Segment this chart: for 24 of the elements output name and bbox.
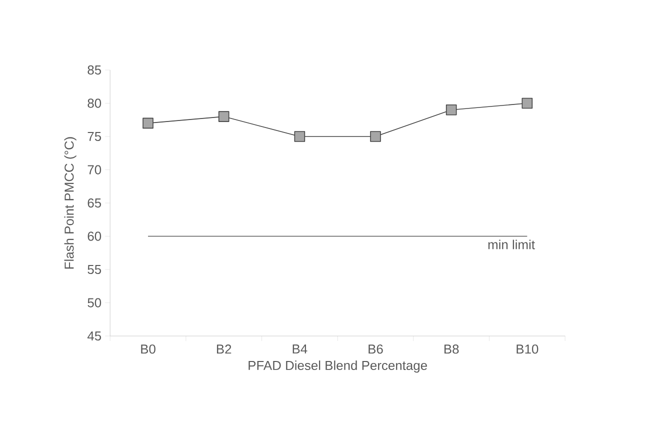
x-tick-label: B4 [292,344,308,354]
y-tick-label: 85 [88,65,102,75]
x-tick-label: B8 [444,344,459,354]
point [218,111,230,122]
y-tick-label: 60 [88,232,102,241]
y-tick-label: 65 [88,198,102,208]
point [446,104,457,116]
x-axis-title: PFAD Diesel Blend Percentage [248,360,427,373]
y-tick-label: 75 [88,132,102,142]
x-tick-label: B0 [141,344,156,354]
y-tick-label: 55 [88,264,102,274]
x-tick-label: B6 [368,344,383,354]
point [522,98,533,109]
y-tick-label: 45 [87,331,102,341]
ref-line-label: min limit [488,240,535,250]
point [294,131,306,142]
x-tick-label: B2 [216,344,232,354]
point [142,118,154,129]
point [370,131,381,142]
x-tick-label: B10 [516,344,538,354]
y-tick-label: 80 [88,98,102,108]
y-axis-title: Flash Point PMCC (°C) [64,137,76,269]
y-tick-label: 70 [88,165,102,174]
y-tick-label: 50 [88,298,102,308]
